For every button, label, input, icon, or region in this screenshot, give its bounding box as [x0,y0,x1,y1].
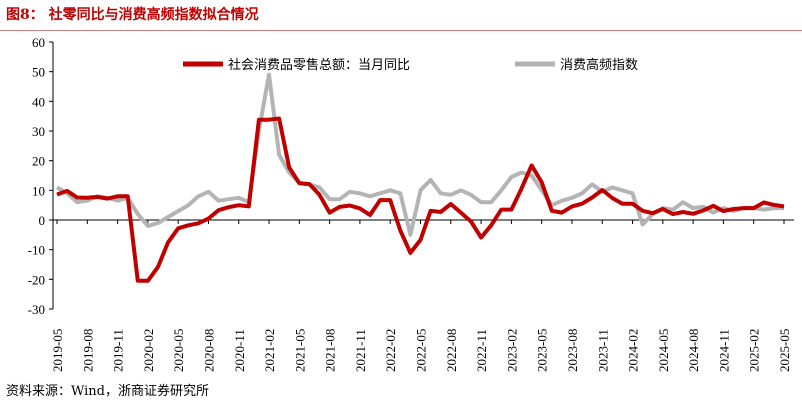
x-tick-label: 2023-11 [595,329,610,372]
y-tick-label: -10 [28,243,45,258]
x-tick-label: 2019-11 [111,329,126,372]
y-tick-label: 10 [32,183,45,198]
y-tick-label: 0 [39,213,46,228]
x-tick-label: 2025-02 [747,329,762,372]
x-tick-label: 2020-08 [201,329,216,372]
x-tick-label: 2022-02 [383,329,398,372]
x-tick-label: 2023-08 [565,329,580,372]
y-tick-label: -30 [28,302,45,317]
x-tick-label: 2022-05 [414,329,429,372]
legend-label-2: 消费高频指数 [560,57,638,73]
y-tick-label: 60 [32,35,45,50]
x-tick-label: 2019-08 [80,329,95,372]
x-tick-label: 2024-05 [656,329,671,372]
y-tick-label: 50 [32,65,45,80]
x-tick-label: 2021-02 [262,329,277,372]
y-tick-label: -20 [28,272,45,287]
legend-label-1: 社会消费品零售总额：当月同比 [228,57,410,73]
series-line-1 [56,116,785,283]
y-tick-label: 30 [32,124,45,139]
x-tick-label: 2024-08 [686,329,701,372]
source-note: 资料来源：Wind，浙商证券研究所 [6,384,209,399]
x-tick-label: 2021-08 [323,329,338,372]
series-line-2 [55,72,784,237]
title-divider [0,30,802,31]
x-tick-label: 2020-11 [232,329,247,372]
x-tick-label: 2023-05 [535,329,550,372]
figure-title: 图8： 社零同比与消费高频指数拟合情况 [6,7,259,23]
x-tick-label: 2022-08 [444,329,459,372]
x-tick-label: 2021-11 [353,329,368,372]
x-tick-label: 2025-05 [777,329,792,372]
x-tick-label: 2024-02 [626,329,641,372]
y-tick-label: 40 [32,94,45,109]
x-tick-label: 2020-02 [141,329,156,372]
x-tick-label: 2022-11 [474,329,489,372]
x-tick-label: 2021-05 [292,329,307,372]
x-tick-label: 2019-05 [50,329,65,372]
x-tick-label: 2020-05 [171,329,186,372]
y-tick-label: 20 [32,154,45,169]
x-tick-label: 2023-02 [504,329,519,372]
x-tick-label: 2024-11 [716,329,731,372]
